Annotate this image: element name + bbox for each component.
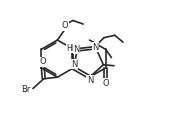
Text: N: N [87,76,93,85]
Text: N: N [71,60,77,69]
Text: HN: HN [67,44,78,53]
Text: Br: Br [21,85,31,94]
Text: N: N [93,43,99,52]
Text: N: N [74,45,80,54]
Text: O: O [39,57,46,66]
Text: O: O [62,21,69,30]
Text: O: O [102,79,109,88]
